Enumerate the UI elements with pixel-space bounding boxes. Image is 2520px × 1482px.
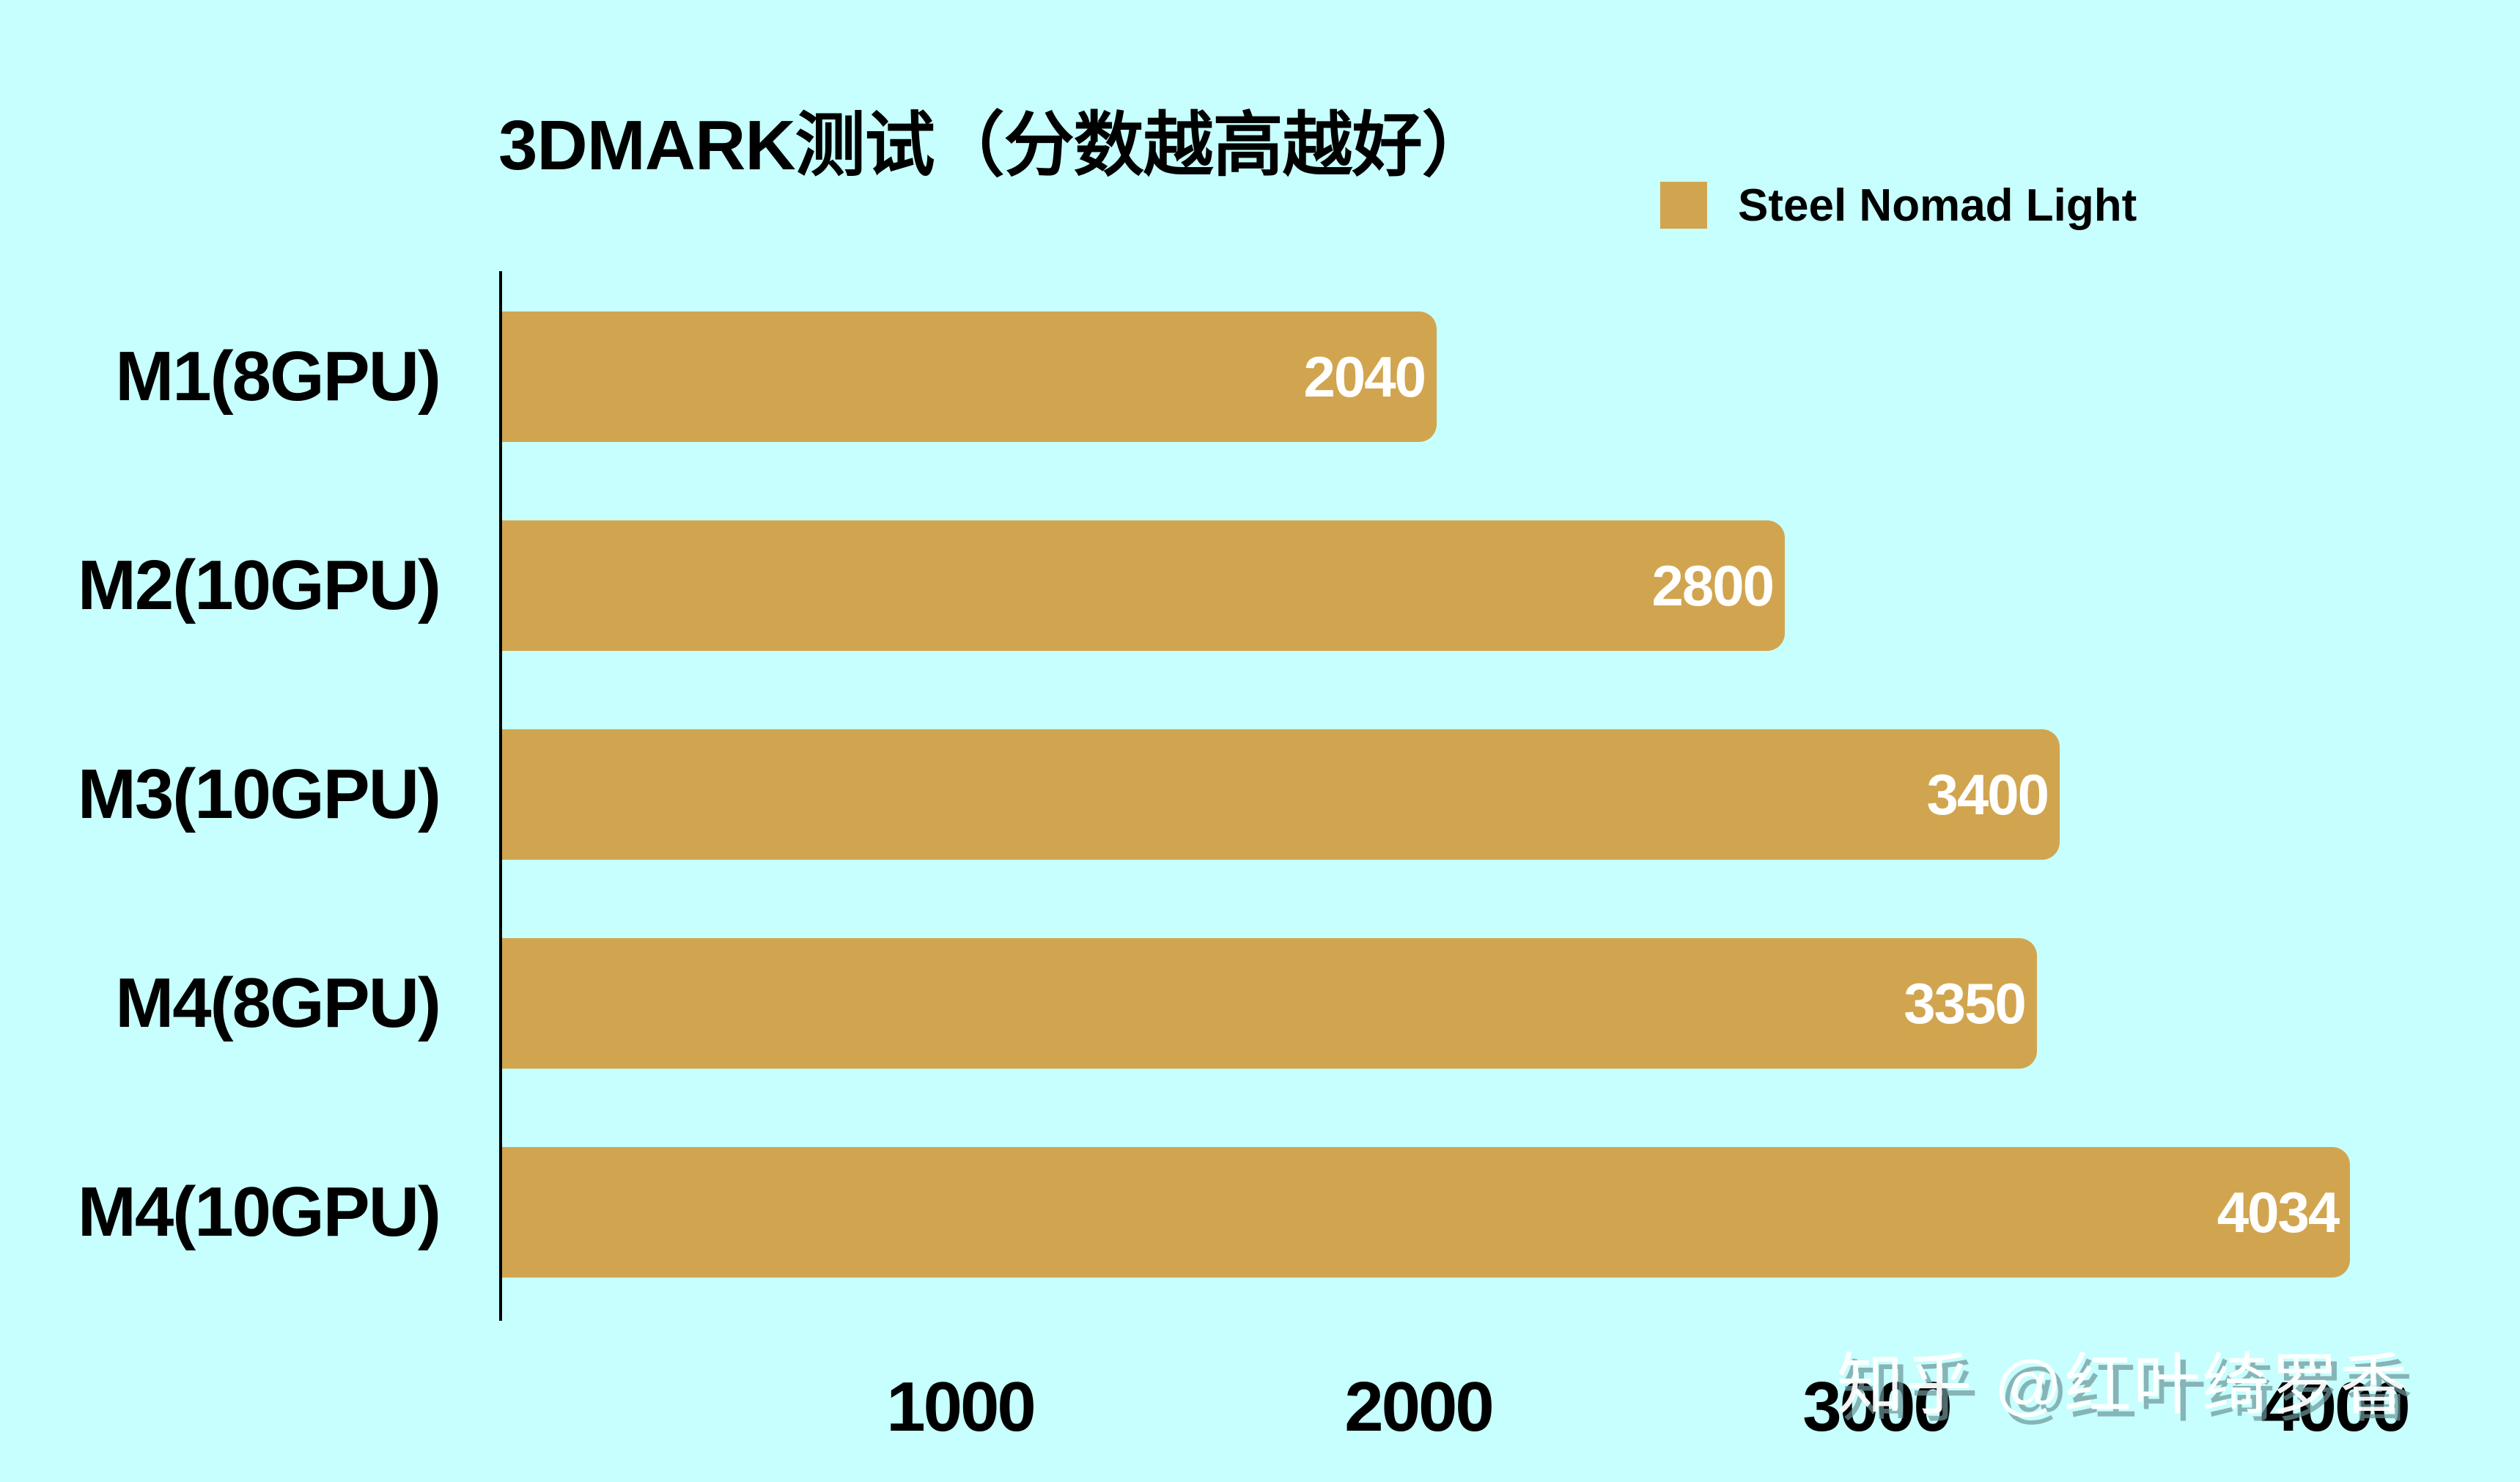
legend-label: Steel Nomad Light	[1738, 180, 2137, 231]
bar-value-label: 2800	[1651, 553, 1775, 618]
x-tick-label-4000: 4000	[2261, 1368, 2411, 1446]
bar-m4-10gpu: 4034	[502, 1147, 2351, 1278]
x-tick-label-2000: 2000	[1344, 1368, 1495, 1446]
chart-title: 3DMARK测试（分数越高越好）	[498, 106, 1492, 185]
x-tick-label-1000: 1000	[886, 1368, 1036, 1446]
bar-value-label: 3350	[1904, 970, 2027, 1036]
bar-value-label: 4034	[2217, 1179, 2340, 1245]
category-label-m2-10gpu: M2(10GPU)	[77, 546, 441, 624]
y-axis-line	[499, 271, 502, 1321]
bar-value-label: 2040	[1303, 344, 1426, 409]
legend-swatch-steel-nomad-light	[1660, 182, 1707, 229]
category-label-m4-10gpu: M4(10GPU)	[77, 1173, 441, 1251]
bar-m4-8gpu: 3350	[502, 938, 2037, 1069]
watermark-text: 知乎 @红叶绮罗香	[1836, 1348, 2409, 1423]
category-label-m4-8gpu: M4(8GPU)	[115, 964, 441, 1042]
category-label-m1-8gpu: M1(8GPU)	[115, 337, 441, 416]
category-label-m3-10gpu: M3(10GPU)	[77, 755, 441, 833]
bar-value-label: 3400	[1926, 762, 2049, 827]
bar-m1-8gpu: 2040	[502, 311, 1437, 442]
bar-m3-10gpu: 3400	[502, 729, 2060, 860]
bar-m2-10gpu: 2800	[502, 520, 1785, 651]
legend: Steel Nomad Light	[1660, 180, 2137, 231]
x-tick-label-3000: 3000	[1802, 1368, 1953, 1446]
